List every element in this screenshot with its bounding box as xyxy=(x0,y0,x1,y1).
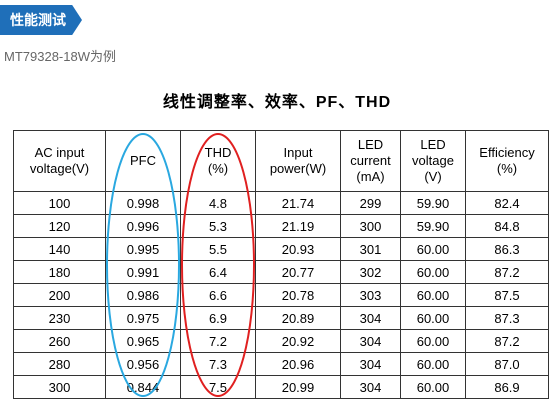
header-line: (%) xyxy=(496,161,518,176)
table-cell: 20.93 xyxy=(255,237,341,261)
table-row: 200 0.986 6.6 20.78 303 60.00 87.5 xyxy=(13,283,549,307)
table-row: 300 0.844 7.5 20.99 304 60.00 86.9 xyxy=(13,375,549,399)
table-cell: 301 xyxy=(340,237,401,261)
table-cell: 20.99 xyxy=(255,375,341,399)
column-header: AC input voltage(V) xyxy=(13,130,106,192)
table-cell: 300 xyxy=(340,214,401,238)
header-line: (V) xyxy=(424,169,442,184)
table-cell: 60.00 xyxy=(400,260,466,284)
column-header: THD (%) xyxy=(180,130,256,192)
table-cell: 5.5 xyxy=(180,237,256,261)
header-line: power(W) xyxy=(269,161,327,176)
table-cell: 7.5 xyxy=(180,375,256,399)
table-cell: 0.986 xyxy=(105,283,181,307)
header-line: (%) xyxy=(207,161,229,176)
table-cell: 87.5 xyxy=(465,283,549,307)
table-cell: 87.0 xyxy=(465,352,549,376)
table-cell: 87.2 xyxy=(465,260,549,284)
header-line: AC input xyxy=(34,145,85,160)
table-cell: 260 xyxy=(13,329,106,353)
table-cell: 6.9 xyxy=(180,306,256,330)
table-cell: 230 xyxy=(13,306,106,330)
header-line: Input xyxy=(283,145,313,160)
header-line: voltage xyxy=(412,153,454,168)
header-line: (mA) xyxy=(356,169,385,184)
header-line: Efficiency xyxy=(479,145,535,160)
table-cell: 280 xyxy=(13,352,106,376)
thd-highlight xyxy=(181,133,255,397)
table-cell: 304 xyxy=(340,375,401,399)
table-cell: 60.00 xyxy=(400,375,466,399)
column-header: Efficiency (%) xyxy=(465,130,549,192)
table-row: 140 0.995 5.5 20.93 301 60.00 86.3 xyxy=(13,237,549,261)
table-cell: 87.3 xyxy=(465,306,549,330)
table-row: 180 0.991 6.4 20.77 302 60.00 87.2 xyxy=(13,260,549,284)
table-cell: 20.92 xyxy=(255,329,341,353)
header-line: THD xyxy=(204,145,232,160)
subtitle: MT79328-18W为例 xyxy=(4,49,116,64)
table-cell: 304 xyxy=(340,329,401,353)
data-table: AC input voltage(V) PFC THD (%) Input power(W)… xyxy=(13,130,549,399)
table-cell: 60.00 xyxy=(400,352,466,376)
section-tag: 性能测试 xyxy=(0,5,82,35)
table-cell: 300 xyxy=(13,375,106,399)
header-line: voltage(V) xyxy=(29,161,90,176)
table-cell: 7.2 xyxy=(180,329,256,353)
table-cell: 4.8 xyxy=(180,191,256,215)
header-line: LED xyxy=(357,137,384,152)
table-cell: 20.78 xyxy=(255,283,341,307)
table-cell: 59.90 xyxy=(400,191,466,215)
table-cell: 304 xyxy=(340,306,401,330)
table-cell: 87.2 xyxy=(465,329,549,353)
table-cell: 86.9 xyxy=(465,375,549,399)
table-cell: 59.90 xyxy=(400,214,466,238)
header-line: PFC xyxy=(130,153,156,168)
pfc-highlight xyxy=(106,133,180,397)
table-cell: 21.19 xyxy=(255,214,341,238)
header-line: LED xyxy=(420,137,446,152)
table-title: 线性调整率、效率、PF、THD xyxy=(162,94,392,111)
header-line: current xyxy=(350,153,391,168)
table-cell: 5.3 xyxy=(180,214,256,238)
table-row: 230 0.975 6.9 20.89 304 60.00 87.3 xyxy=(13,306,549,330)
header-row: AC input voltage(V) PFC THD (%) Input power(W)… xyxy=(13,130,549,192)
table-cell: 7.3 xyxy=(180,352,256,376)
table-cell: 200 xyxy=(13,283,106,307)
